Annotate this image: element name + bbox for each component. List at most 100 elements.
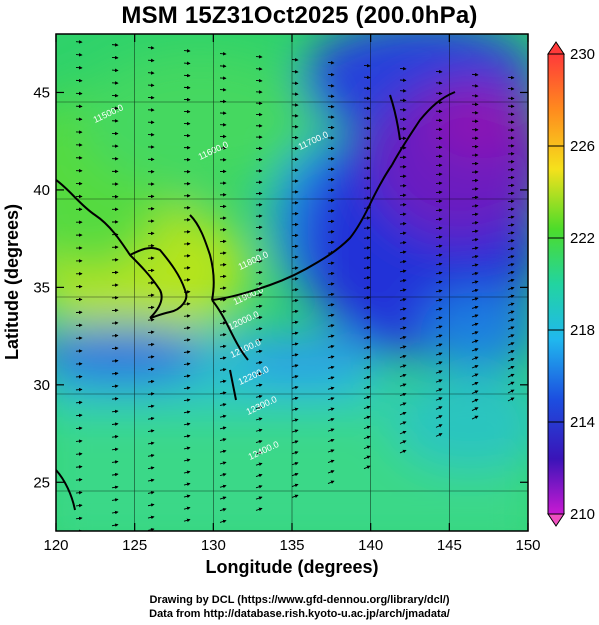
- streamline-arrow: [255, 349, 263, 354]
- streamline-arrow: [219, 403, 227, 407]
- streamline-arrow: [399, 402, 407, 406]
- streamline-arrow: [183, 446, 191, 450]
- streamline-arrow: [507, 239, 515, 243]
- streamline-arrow: [291, 342, 299, 346]
- streamline-arrow: [291, 385, 299, 390]
- streamline-arrow: [291, 277, 299, 281]
- streamline-arrow: [399, 411, 407, 416]
- streamline-arrow: [471, 407, 479, 411]
- streamline-arrow: [327, 334, 335, 338]
- streamline-arrow: [363, 296, 371, 300]
- streamline-arrow: [183, 434, 191, 438]
- streamline-arrow: [363, 286, 371, 290]
- streamline-arrow: [291, 320, 299, 325]
- streamline-arrow: [507, 373, 515, 378]
- streamline-arrow: [471, 221, 479, 225]
- streamline-arrow: [507, 358, 515, 362]
- streamline-arrow: [435, 307, 443, 311]
- streamline-arrow: [255, 315, 263, 320]
- streamline-arrow: [183, 398, 191, 402]
- streamline-arrow: [435, 262, 443, 266]
- streamline-arrow: [147, 379, 155, 384]
- streamline-arrow: [147, 416, 155, 421]
- streamline-arrow: [255, 360, 263, 365]
- streamline-arrow: [363, 226, 371, 230]
- streamline-arrow: [363, 266, 371, 270]
- colorbar-tick-label: 218: [570, 322, 595, 339]
- streamline-arrow: [219, 414, 227, 419]
- streamline-arrow: [435, 370, 443, 374]
- streamline-arrow: [76, 557, 82, 558]
- colorbar-tick-label: 210: [570, 506, 595, 523]
- streamline-arrow: [291, 288, 299, 292]
- streamline-arrow: [183, 518, 191, 523]
- streamline-arrow: [75, 465, 83, 469]
- streamline-arrow: [507, 207, 515, 212]
- streamline-arrow: [255, 236, 263, 241]
- streamline-arrow: [147, 367, 155, 372]
- streamline-arrow: [327, 271, 335, 276]
- streamline-arrow: [327, 470, 335, 474]
- drawing-credit: Drawing by DCL (https://www.gfd-dennou.o…: [149, 594, 450, 606]
- streamline-arrow: [219, 484, 227, 489]
- streamline-arrow: [399, 288, 407, 292]
- streamline-arrow: [255, 417, 263, 421]
- streamline-arrow: [291, 255, 299, 259]
- streamline-arrow: [219, 438, 227, 442]
- streamline-arrow: [183, 302, 191, 306]
- streamline-arrow: [111, 346, 119, 351]
- streamline-arrow: [507, 191, 515, 196]
- streamline-arrow: [399, 202, 407, 207]
- streamline-arrow: [111, 447, 119, 452]
- streamline-arrow: [399, 221, 407, 226]
- streamline-arrow: [75, 490, 83, 495]
- streamline-arrow: [327, 428, 335, 432]
- streamline-arrow: [219, 508, 227, 512]
- streamline-arrow: [363, 455, 371, 460]
- streamline-arrow: [111, 371, 119, 376]
- streamline-arrow: [291, 364, 299, 368]
- streamline-arrow: [291, 298, 299, 303]
- colorbar-tick-label: 222: [570, 230, 595, 247]
- streamline-arrow: [399, 421, 407, 425]
- y-tick-label: 45: [33, 84, 50, 101]
- streamline-arrow: [507, 199, 515, 204]
- map-title: MSM 15Z31Oct2025 (200.0hPa): [121, 2, 478, 29]
- streamline-arrow: [327, 324, 335, 328]
- streamline-arrow: [399, 240, 407, 245]
- streamline-arrow: [327, 449, 335, 453]
- streamline-arrow: [219, 333, 227, 337]
- streamline-arrow: [183, 314, 191, 318]
- data-credit: Data from http://database.rish.kyoto-u.a…: [149, 608, 450, 620]
- streamline-arrow: [75, 413, 83, 418]
- streamline-arrow: [363, 256, 371, 260]
- streamline-arrow: [147, 441, 155, 446]
- streamline-arrow: [507, 175, 515, 180]
- streamline-arrow: [399, 326, 407, 330]
- x-axis-title: Longitude (degrees): [205, 557, 378, 577]
- y-tick-label: 40: [33, 182, 50, 199]
- streamline-arrow: [291, 309, 299, 314]
- streamline-arrow: [255, 507, 263, 512]
- x-tick-label: 150: [515, 537, 540, 554]
- streamline-arrow: [507, 326, 515, 330]
- streamline-arrow: [147, 330, 155, 335]
- streamline-arrow: [507, 350, 515, 354]
- streamline-arrow: [255, 406, 263, 410]
- streamline-arrow: [291, 494, 299, 498]
- streamline-arrow: [327, 303, 335, 307]
- streamline-arrow: [435, 226, 443, 230]
- streamline-arrow: [291, 374, 299, 379]
- streamline-arrow: [327, 344, 335, 349]
- streamline-arrow: [291, 331, 299, 336]
- x-tick-label: 125: [122, 537, 147, 554]
- streamline-arrow: [435, 424, 443, 428]
- streamline-arrow: [363, 345, 371, 350]
- streamline-arrow: [148, 541, 154, 543]
- streamline-arrow: [111, 422, 119, 426]
- streamline-arrow: [291, 483, 299, 488]
- streamline-arrow: [471, 339, 479, 344]
- streamline-arrow: [399, 364, 407, 368]
- streamline-arrow: [255, 496, 263, 500]
- streamline-arrow: [183, 422, 191, 426]
